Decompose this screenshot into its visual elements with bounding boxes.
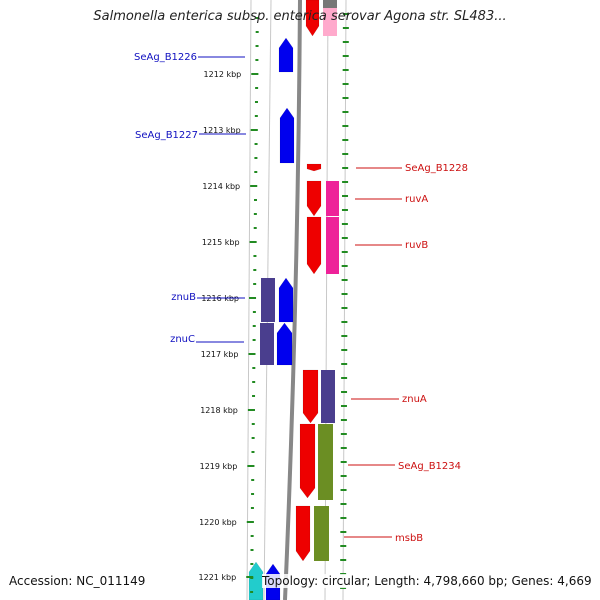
ruler-tick <box>250 591 254 593</box>
gene-label-right: ruvB <box>405 240 428 251</box>
ruler-tick <box>254 101 258 103</box>
ruler-tick <box>250 535 254 537</box>
gene-seag-b1228 <box>306 163 322 172</box>
accession-text: Accession: NC_011149 <box>9 574 146 588</box>
gene-label-left: SeAg_B1226 <box>134 52 197 63</box>
gene-znua-cog <box>321 370 335 423</box>
ruler-tick <box>253 283 257 285</box>
topology-text: Topology: circular; Length: 4,798,660 bp… <box>262 574 592 588</box>
map-title: Salmonella enterica subsp. enterica sero… <box>93 9 507 24</box>
gene-top-gray <box>323 0 337 8</box>
ruler-tick <box>250 549 254 551</box>
ring-outline <box>342 0 347 600</box>
ruler-tick <box>254 171 258 173</box>
ruler-tick <box>252 381 256 383</box>
ruler-tick <box>251 437 255 439</box>
gene-cyan <box>248 561 264 600</box>
gene-znuc-blue <box>276 322 293 366</box>
ruler-tick <box>255 59 259 61</box>
ruler-tick <box>252 395 256 397</box>
ruler-tick <box>253 269 257 271</box>
ruler-tick <box>252 311 256 313</box>
gene-ruva <box>306 180 322 217</box>
ruler-tick <box>251 479 255 481</box>
gene-label-right: znuA <box>402 394 427 405</box>
kbp-label: 1214 kbp <box>202 182 240 191</box>
ruler-tick <box>251 423 255 425</box>
gene-msbb-cog <box>314 506 329 561</box>
gene-label-right: SeAg_B1228 <box>405 163 468 174</box>
ruler-tick <box>254 143 258 145</box>
kbp-label: 1217 kbp <box>201 350 239 359</box>
gene-labels: SeAg_B1226 SeAg_B1227 znuB znuC SeAg_B1228ru… <box>134 52 468 544</box>
ruler-tick <box>253 227 257 229</box>
gene-znub-cog <box>261 278 275 322</box>
ruler-tick <box>253 213 257 215</box>
gene-top-red <box>305 0 320 37</box>
gene-label-left: SeAg_B1227 <box>135 130 198 141</box>
ruler-tick <box>252 325 256 327</box>
kbp-label: 1220 kbp <box>199 518 237 527</box>
gene-label-left: znuC <box>170 334 195 345</box>
ruler-tick <box>255 45 259 47</box>
gene-features <box>248 0 339 600</box>
ruler-tick <box>254 157 258 159</box>
kbp-label: 1212 kbp <box>204 70 242 79</box>
ruler-tick <box>253 255 257 257</box>
ring-outline <box>246 0 252 600</box>
ruler-tick <box>251 493 255 495</box>
gene-znuc-cog <box>260 323 274 365</box>
gene-label-right: ruvA <box>405 194 428 205</box>
gene-top-pink <box>323 0 337 36</box>
ruler-tick <box>251 451 255 453</box>
ruler-tick <box>254 115 258 117</box>
ruler-tick <box>252 339 256 341</box>
gene-seag-b1234-cog <box>318 424 333 500</box>
gene-ruvb <box>306 216 322 275</box>
kbp-label: 1219 kbp <box>200 462 238 471</box>
gene-label-right: SeAg_B1234 <box>398 461 461 472</box>
gene-znub-blue <box>278 277 294 323</box>
ruler-tick <box>250 507 254 509</box>
kbp-label: 1221 kbp <box>199 573 237 582</box>
gene-znua <box>302 369 319 424</box>
gene-msbb <box>295 505 311 562</box>
kbp-label: 1213 kbp <box>203 126 241 135</box>
gene-label-left: znuB <box>171 292 196 303</box>
kbp-label: 1215 kbp <box>202 238 240 247</box>
gene-seag-b1226 <box>278 37 294 73</box>
ruler-tick <box>254 199 257 201</box>
ruler-tick <box>255 31 259 33</box>
backbone-line <box>283 0 302 600</box>
ruler-tick <box>255 17 259 19</box>
ruler-tick <box>255 87 259 89</box>
ruler-tick <box>250 563 254 565</box>
gene-seag-b1234 <box>299 423 316 499</box>
kbp-label: 1218 kbp <box>200 406 238 415</box>
gene-ruva-cog <box>326 181 339 216</box>
ruler-tick <box>252 367 256 369</box>
gene-ruvb-cog <box>326 217 339 274</box>
gene-label-right: msbB <box>395 533 423 544</box>
gene-seag-b1227 <box>279 107 295 164</box>
